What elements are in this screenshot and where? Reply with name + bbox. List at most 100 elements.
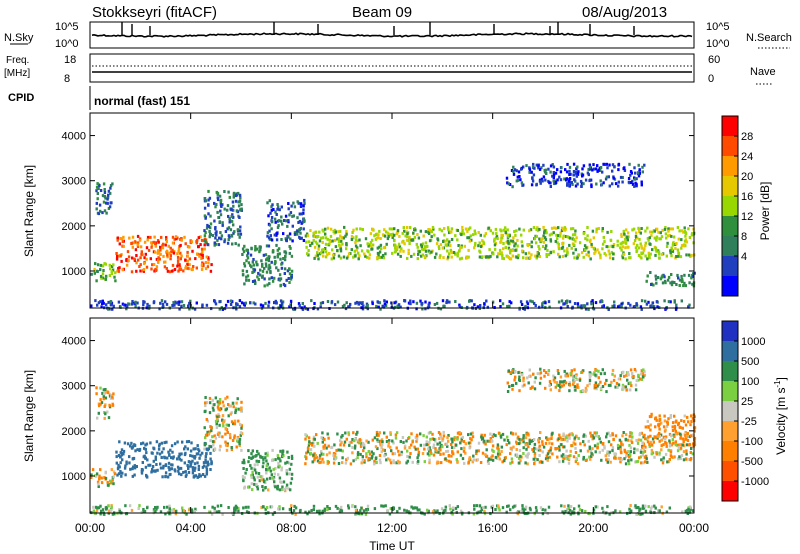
heatmap-cell [593, 444, 597, 448]
heatmap-cell [268, 265, 271, 269]
heatmap-cell [109, 267, 112, 271]
heatmap-cell [590, 300, 593, 304]
heatmap-cell [379, 243, 383, 247]
heatmap-cell [279, 304, 283, 308]
heatmap-cell [649, 423, 652, 427]
heatmap-cell [233, 508, 236, 512]
heatmap-cell [380, 438, 384, 442]
heatmap-cell [224, 432, 227, 436]
heatmap-cell [223, 190, 226, 193]
heatmap-cell [521, 373, 524, 377]
heatmap-cell [648, 242, 651, 246]
heatmap-cell [232, 204, 235, 208]
heatmap-cell [95, 207, 98, 211]
heatmap-cell [299, 226, 302, 230]
heatmap-cell [623, 457, 626, 461]
heatmap-cell [650, 415, 653, 418]
heatmap-cell [482, 506, 485, 510]
heatmap-cell [189, 299, 192, 303]
heatmap-cell [630, 439, 633, 443]
heatmap-cell [354, 244, 358, 248]
heatmap-cell [189, 454, 192, 458]
heatmap-cell [385, 440, 389, 443]
heatmap-cell [270, 473, 273, 477]
heatmap-cell [564, 227, 567, 231]
heatmap-cell [100, 476, 103, 480]
heatmap-cell [478, 255, 482, 259]
heatmap-cell [332, 253, 335, 257]
heatmap-cell [424, 230, 428, 234]
heatmap-cell [584, 386, 588, 390]
heatmap-cell [524, 505, 528, 509]
heatmap-cell [367, 458, 370, 462]
heatmap-cell [282, 282, 286, 286]
heatmap-cell [620, 248, 623, 252]
heatmap-cell [371, 238, 374, 242]
heatmap-cell [639, 372, 643, 376]
heatmap-cell [463, 461, 466, 465]
heatmap-cell [447, 434, 450, 437]
heatmap-cell [464, 227, 468, 231]
heatmap-cell [216, 191, 219, 195]
heatmap-cell [376, 246, 379, 250]
heatmap-cell [368, 456, 371, 460]
heatmap-cell [175, 509, 178, 513]
heatmap-cell [392, 459, 395, 463]
heatmap-cell [251, 280, 255, 283]
heatmap-cell [127, 302, 130, 306]
heatmap-cell [473, 504, 476, 508]
heatmap-cell [163, 265, 167, 269]
heatmap-cell [282, 454, 285, 457]
heatmap-cell [650, 443, 654, 447]
colorbar-swatch [722, 421, 738, 442]
heatmap-cell [267, 255, 270, 259]
heatmap-cell [693, 271, 696, 275]
heatmap-cell [580, 181, 584, 185]
heatmap-cell [641, 504, 645, 508]
heatmap-cell [264, 301, 267, 305]
heatmap-cell [144, 447, 147, 451]
heatmap-cell [520, 233, 523, 237]
heatmap-cell [173, 268, 177, 271]
heatmap-cell [543, 369, 546, 372]
heatmap-cell [568, 169, 571, 173]
heatmap-cell [482, 240, 485, 244]
heatmap-cell [636, 448, 639, 452]
colorbar-swatch [722, 341, 738, 362]
heatmap-cell [611, 368, 615, 372]
heatmap-cell [133, 257, 136, 261]
heatmap-cell [643, 449, 647, 453]
heatmap-cell [131, 474, 134, 478]
heatmap-cell [166, 510, 170, 514]
heatmap-cell [355, 235, 358, 239]
heatmap-cell [377, 253, 380, 257]
heatmap-cell [303, 305, 306, 309]
heatmap-cell [242, 458, 246, 462]
heatmap-cell [628, 162, 631, 166]
heatmap-cell [337, 237, 340, 241]
heatmap-cell [476, 458, 480, 462]
heatmap-cell [290, 254, 294, 258]
heatmap-cell [204, 455, 207, 459]
heatmap-cell [126, 250, 130, 254]
heatmap-cell [395, 461, 398, 465]
heatmap-cell [374, 445, 378, 449]
heatmap-cell [493, 243, 497, 247]
heatmap-cell [388, 512, 392, 516]
heatmap-cell [614, 456, 617, 460]
heatmap-cell [656, 436, 659, 440]
heatmap-cell [276, 486, 279, 490]
heatmap-cell [141, 441, 145, 445]
heatmap-cell [326, 508, 329, 511]
heatmap-cell [622, 387, 625, 391]
heatmap-cell [148, 304, 151, 308]
heatmap-cell [120, 448, 124, 452]
heatmap-cell [501, 432, 505, 436]
heatmap-cell [232, 422, 235, 426]
heatmap-cell [648, 444, 651, 448]
heatmap-cell [175, 301, 178, 305]
heatmap-cell [331, 248, 334, 252]
heatmap-cell [210, 512, 214, 516]
heatmap-cell [616, 239, 619, 243]
heatmap-cell [628, 434, 631, 438]
